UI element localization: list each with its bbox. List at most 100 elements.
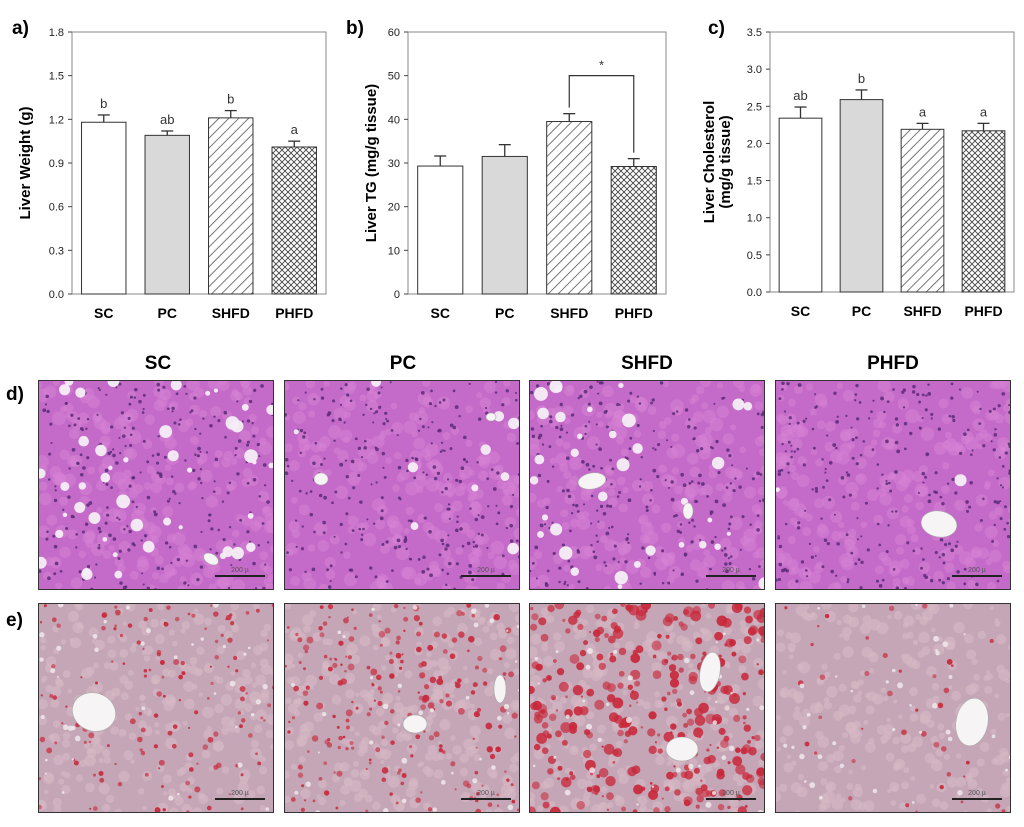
scale-bar-label: 200 µ — [477, 790, 495, 797]
significance-label: a — [291, 122, 299, 137]
bar-shfd — [900, 128, 945, 293]
bar-sc — [778, 117, 823, 293]
tissue-texture: 200 µ — [285, 604, 519, 812]
histology-he-phfd: 200 µ — [775, 380, 1011, 590]
x-category-label: SC — [431, 305, 450, 321]
column-title-phfd: PHFD — [867, 353, 919, 374]
scale-bar-label: 200 µ — [968, 790, 986, 797]
significance-label: ab — [793, 88, 807, 103]
y-tick-label: 30 — [388, 158, 400, 170]
bar-charts: 0.0 0.3 0.6 0.9 1.2 1.5 1.8 Liver Weight (g) b SC… — [17, 27, 1015, 321]
y-tick-label: 1.5 — [747, 176, 762, 188]
y-tick-label: 0.0 — [49, 289, 64, 301]
histology-he-sc: 200 µ — [38, 380, 274, 590]
significance-label: a — [980, 104, 988, 119]
bar-phfd — [610, 165, 657, 295]
scale-bar-label: 200 µ — [231, 790, 249, 797]
panel-label-d: d) — [6, 384, 24, 405]
y-tick-label: 0.6 — [49, 202, 64, 214]
bar-sc — [417, 165, 464, 295]
scale-bar — [952, 798, 1002, 800]
tissue-texture: 200 µ — [776, 604, 1010, 812]
y-tick-label: 3.5 — [747, 27, 762, 39]
tissue-texture: 200 µ — [39, 604, 273, 812]
histology-oilred-sc: 200 µ — [38, 603, 274, 813]
bar-phfd — [271, 146, 317, 295]
x-category-label: PC — [158, 305, 177, 321]
tissue-texture: 200 µ — [776, 381, 1010, 589]
bar-pc — [839, 99, 884, 293]
column-title-shfd: SHFD — [621, 353, 673, 374]
scale-bar-label: 200 µ — [477, 567, 495, 574]
scale-bar-label: 200 µ — [968, 567, 986, 574]
significance-label: ab — [160, 112, 174, 127]
x-category-label: PHFD — [615, 305, 653, 321]
x-category-label: PHFD — [275, 305, 313, 321]
y-tick-label: 50 — [388, 71, 400, 83]
y-tick-label: 1.8 — [49, 27, 64, 39]
histology-oilred-shfd: 200 µ — [529, 603, 765, 813]
y-tick-label: 0 — [394, 289, 400, 301]
histology-he-shfd: 200 µ — [529, 380, 765, 590]
bar-shfd — [208, 117, 254, 295]
x-category-label: PC — [495, 305, 514, 321]
significance-label: b — [100, 96, 107, 111]
scale-bar — [952, 575, 1002, 577]
y-tick-label: 10 — [388, 245, 400, 257]
significance-label: b — [858, 71, 865, 86]
x-category-label: PC — [852, 303, 871, 319]
column-title-sc: SC — [144, 353, 172, 374]
panel-label-c: c) — [708, 18, 725, 39]
significance-star: * — [599, 58, 604, 73]
significance-label: a — [919, 104, 927, 119]
tissue-texture: 200 µ — [530, 604, 764, 812]
bar-phfd — [961, 130, 1006, 293]
panel-label-b: b) — [346, 18, 364, 39]
bar-shfd — [546, 121, 593, 295]
y-tick-label: 0.9 — [49, 158, 64, 170]
y-tick-label: 2.0 — [747, 138, 762, 150]
y-tick-label: 20 — [388, 202, 400, 214]
y-axis-title: Liver TG (mg/g tissue) — [363, 84, 380, 242]
significance-bracket — [568, 75, 635, 153]
tissue-texture: 200 µ — [285, 381, 519, 589]
y-tick-label: 1.0 — [747, 213, 762, 225]
column-title-pc: PC — [389, 353, 417, 374]
bar-pc — [144, 134, 190, 295]
y-axis-title-line2: (mg/g tissue) — [717, 115, 734, 208]
x-category-label: SC — [791, 303, 810, 319]
scale-bar — [461, 575, 511, 577]
tissue-texture: 200 µ — [530, 381, 764, 589]
panel-label-a: a) — [12, 18, 29, 39]
histology-oilred-phfd: 200 µ — [775, 603, 1011, 813]
histology-he-pc: 200 µ — [284, 380, 520, 590]
plot-frame — [769, 31, 1015, 293]
x-category-label: SC — [94, 305, 113, 321]
y-tick-label: 3.0 — [747, 64, 762, 76]
histology-oilred-pc: 200 µ — [284, 603, 520, 813]
y-tick-label: 0.0 — [747, 287, 762, 299]
scale-bar — [215, 798, 265, 800]
y-axis-title: Liver Weight (g) — [17, 106, 34, 219]
x-category-label: SHFD — [550, 305, 588, 321]
y-tick-label: 1.5 — [49, 71, 64, 83]
y-tick-label: 40 — [388, 114, 400, 126]
scale-bar — [706, 575, 756, 577]
y-tick-label: 0.3 — [49, 245, 64, 257]
panel-label-e: e) — [6, 610, 23, 631]
y-tick-label: 2.5 — [747, 101, 762, 113]
scale-bar-label: 200 µ — [231, 567, 249, 574]
bar-sc — [81, 121, 127, 295]
bar-pc — [481, 155, 528, 295]
x-category-label: SHFD — [903, 303, 941, 319]
x-category-label: SHFD — [212, 305, 250, 321]
scale-bar — [706, 798, 756, 800]
tissue-texture: 200 µ — [39, 381, 273, 589]
y-tick-label: 0.5 — [747, 250, 762, 262]
scale-bar-label: 200 µ — [722, 790, 740, 797]
y-tick-label: 1.2 — [49, 114, 64, 126]
x-category-label: PHFD — [964, 303, 1002, 319]
y-tick-label: 60 — [388, 27, 400, 39]
scale-bar — [215, 575, 265, 577]
y-axis-title: Liver Cholesterol — [701, 101, 718, 224]
